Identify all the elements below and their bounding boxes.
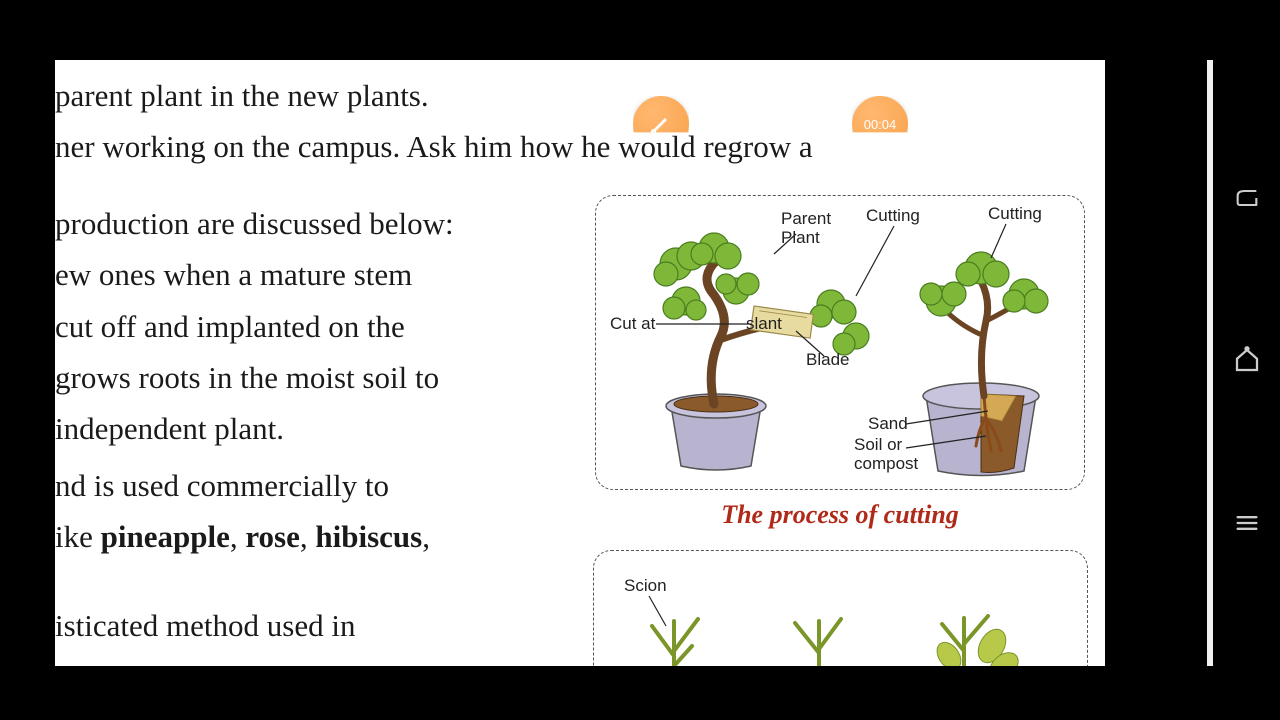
label-cutting-1: Cutting: [866, 206, 920, 226]
l9c1: ,: [230, 519, 246, 554]
home-icon[interactable]: [1232, 345, 1262, 380]
l9c3: ,: [422, 519, 430, 554]
figure-caption: The process of cutting: [595, 500, 1085, 530]
l9b3: hibiscus: [315, 519, 422, 554]
label-cutting-2: Cutting: [988, 204, 1042, 224]
l9a: ike: [55, 519, 101, 554]
label-cut-at: Cut at: [610, 314, 655, 334]
page-content: parent plant in the new plants. ner work…: [55, 60, 1105, 666]
label-scion: Scion: [624, 576, 667, 596]
scrollbar[interactable]: [1207, 60, 1213, 666]
label-blade: Blade: [806, 350, 849, 370]
grafting-diagram-svg: [594, 551, 1089, 666]
figure-grafting: Scion: [593, 550, 1088, 666]
android-navbar: [1214, 60, 1280, 666]
recents-icon[interactable]: [1233, 509, 1261, 542]
cutting-diagram-svg: [596, 196, 1086, 491]
l9b1: pineapple: [101, 519, 230, 554]
label-slant: slant: [746, 314, 782, 334]
l9b2: rose: [245, 519, 300, 554]
l9c2: ,: [300, 519, 316, 554]
label-sand: Sand: [868, 414, 908, 434]
label-soil: Soil orcompost: [854, 436, 918, 473]
figure-cutting: ParentPlant Cutting Cutting Cut at slant…: [595, 195, 1085, 490]
back-icon[interactable]: [1233, 184, 1261, 217]
label-parent-plant: ParentPlant: [781, 210, 831, 247]
timer-label: 00:04: [864, 117, 897, 132]
